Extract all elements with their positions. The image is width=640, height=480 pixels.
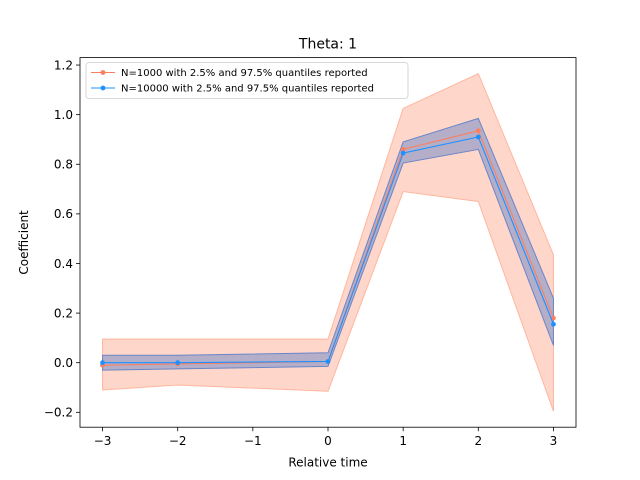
legend-swatch-marker [100, 70, 106, 75]
y-axis-label: Coefficient [17, 210, 31, 275]
plot-frame [79, 57, 577, 428]
x-tick-label: 0 [324, 434, 332, 448]
x-tick-label: −3 [94, 434, 112, 448]
series-0-line [102, 130, 554, 366]
x-tick-label: 3 [550, 434, 558, 448]
y-tick-label: 1.0 [54, 108, 73, 122]
chart-title: Theta: 1 [298, 37, 357, 53]
series-0-point [551, 315, 556, 321]
series-lines [100, 128, 556, 368]
y-tick-label: 0.4 [54, 257, 73, 271]
series-0-point [400, 146, 406, 152]
y-tick-label: 0.2 [54, 306, 73, 320]
y-axis-ticks: −0.2 0.0 0.2 0.4 0.6 0.8 1.0 1.2 [44, 58, 80, 420]
series-1-point [100, 360, 105, 366]
series-0-point [475, 128, 481, 134]
series-0-quantile-band [102, 73, 554, 412]
series-1-line [102, 136, 554, 364]
x-tick-label: −2 [169, 434, 187, 448]
x-tick-label: −1 [244, 434, 262, 448]
y-tick-label: 0.0 [54, 356, 73, 370]
series-1-point [325, 359, 331, 364]
x-tick-label: 2 [474, 434, 482, 448]
legend-swatch-marker [100, 85, 106, 91]
series-1-point [175, 360, 181, 366]
legend-label: N=1000 with 2.5% and 97.5% quantiles rep… [121, 68, 368, 79]
y-tick-label: 0.6 [54, 207, 73, 221]
x-tick-label: 1 [399, 434, 407, 448]
legend-label: N=10000 with 2.5% and 97.5% quantiles re… [121, 84, 374, 95]
y-tick-label: −0.2 [44, 406, 73, 420]
x-axis-ticks: −3 −2 −1 0 1 2 3 [94, 427, 558, 448]
series-1-quantile-band [102, 117, 554, 371]
legend: N=1000 with 2.5% and 97.5% quantiles rep… [85, 62, 409, 99]
y-tick-label: 1.2 [54, 58, 73, 72]
series-1-point [551, 321, 556, 327]
series-1-point [475, 134, 481, 140]
y-tick-label: 0.8 [54, 158, 73, 172]
legend-box [85, 62, 409, 99]
confidence-bands [102, 73, 554, 412]
x-axis-label: Relative time [288, 456, 367, 470]
series-1-point [400, 150, 406, 156]
